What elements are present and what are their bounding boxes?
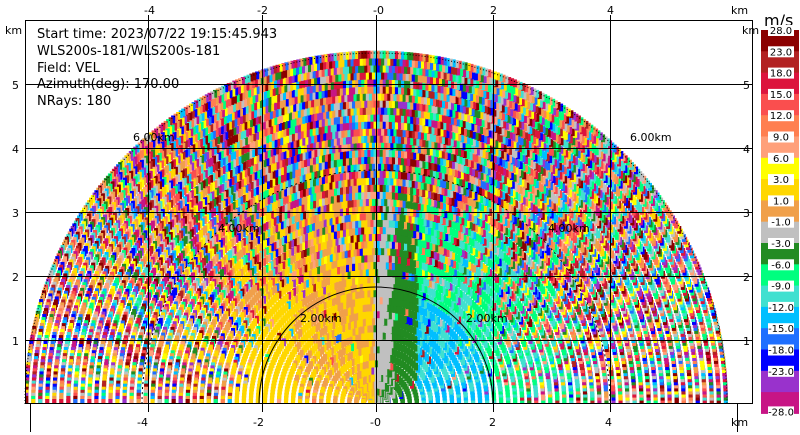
colorbar-label-bg [768,259,794,271]
y-tick-right-1: 1 [743,335,750,348]
colorbar-label-bg [768,25,794,36]
azimuth-text: Azimuth(deg): 170.00 [37,77,179,92]
y-unit-right: km [742,24,759,37]
colorbar-label-bg [768,280,794,292]
x-tick-top-4: 2 [490,4,497,17]
start-time-text: Start time: 2023/07/22 19:15:45.943 [37,27,277,42]
ring-label-6km-right: 6.00km [630,131,672,144]
y-unit-left: km [5,24,22,37]
colorbar-label: 28.0 [770,26,792,37]
y-tick-left-5: 5 [12,79,19,92]
colorbar-label: -3.0 [771,239,791,250]
ring-label-2km: 2.00km [300,312,342,325]
y-tick-right-5: 5 [743,79,750,92]
instrument-text: WLS200s-181/WLS200s-181 [37,44,220,59]
colorbar-label-bg [768,110,794,122]
colorbar-label-bg [768,46,794,58]
colorbar-label-bg [768,174,794,186]
colorbar-label: 3.0 [773,175,789,186]
velocity-field [25,50,728,404]
colorbar-label: -28.0 [768,407,794,418]
colorbar-label: 1.0 [773,196,789,207]
x-unit-bottom: km [731,416,748,429]
colorbar-label-bg [768,195,794,207]
colorbar-label-bg [768,365,794,377]
x-tick-top-3: -0 [373,4,384,17]
colorbar-label: 18.0 [770,69,792,80]
ring-label-4km-right: 4.00km [548,222,590,235]
range-rings [24,52,728,405]
colorbar-label: -18.0 [768,346,794,357]
x-tick-top-2: -2 [257,4,268,17]
x-tick-top-5: 4 [607,4,614,17]
field-text: Field: VEL [37,61,101,76]
x-tick-bottom-5: 4 [605,416,612,429]
info-block: Start time: 2023/07/22 19:15:45.943 WLS2… [37,27,277,109]
colorbar-label: 9.0 [773,133,789,144]
plot-frame [25,20,753,404]
x-tick-bottom-3: -0 [370,416,381,429]
colorbar: 28.0 23.0 18.0 15.0 12.0 9.0 6.0 3.0 1.0 -1.0 -3.0… [761,25,799,418]
y-tick-left-4: 4 [12,143,19,156]
colorbar-label: -1.0 [771,218,791,229]
colorbar-label-bg [768,88,794,100]
colorbar-label-bg [768,216,794,228]
y-tick-left-3: 3 [12,207,19,220]
y-tick-right-4: 4 [743,143,750,156]
nrays-text: NRays: 180 [37,94,111,109]
y-tick-right-3: 3 [743,207,750,220]
colorbar-label: -15.0 [768,324,794,335]
colorbar-label: 15.0 [770,90,792,101]
colorbar-label-bg [768,406,794,418]
colorbar-label: -12.0 [768,303,794,314]
colorbar-label: -6.0 [771,260,791,271]
colorbar-label-bg [768,301,794,313]
y-tick-left-2: 2 [12,271,19,284]
x-tick-bottom-2: -2 [253,416,264,429]
colorbar-label: 23.0 [770,47,792,58]
colorbar-label: -23.0 [768,367,794,378]
y-tick-right-2: 2 [743,271,750,284]
range-ring-2km [258,286,494,405]
colorbar-label-bg [768,238,794,249]
colorbar-label-bg [768,323,794,335]
x-tick-top-1: -4 [144,4,155,17]
ring-label-4km: 4.00km [218,222,260,235]
colorbar-label: 12.0 [770,111,792,122]
colorbar-label-bg [768,131,794,143]
x-tick-bottom-1: -4 [137,416,148,429]
y-tick-left-1: 1 [12,335,19,348]
grid-lines [25,20,753,404]
colorbar-label-bg [768,67,794,79]
colorbar-label-bg [768,344,794,356]
ring-label-2km-right: 2.00km [466,312,508,325]
colorbar-label: 6.0 [773,154,789,165]
x-unit-top: km [731,4,748,17]
colorbar-label: -9.0 [771,282,791,293]
x-tick-bottom-4: 2 [489,416,496,429]
ring-label-6km: 6.00km [133,131,175,144]
colorbar-label-bg [768,152,794,164]
range-ring-4km [141,169,611,405]
